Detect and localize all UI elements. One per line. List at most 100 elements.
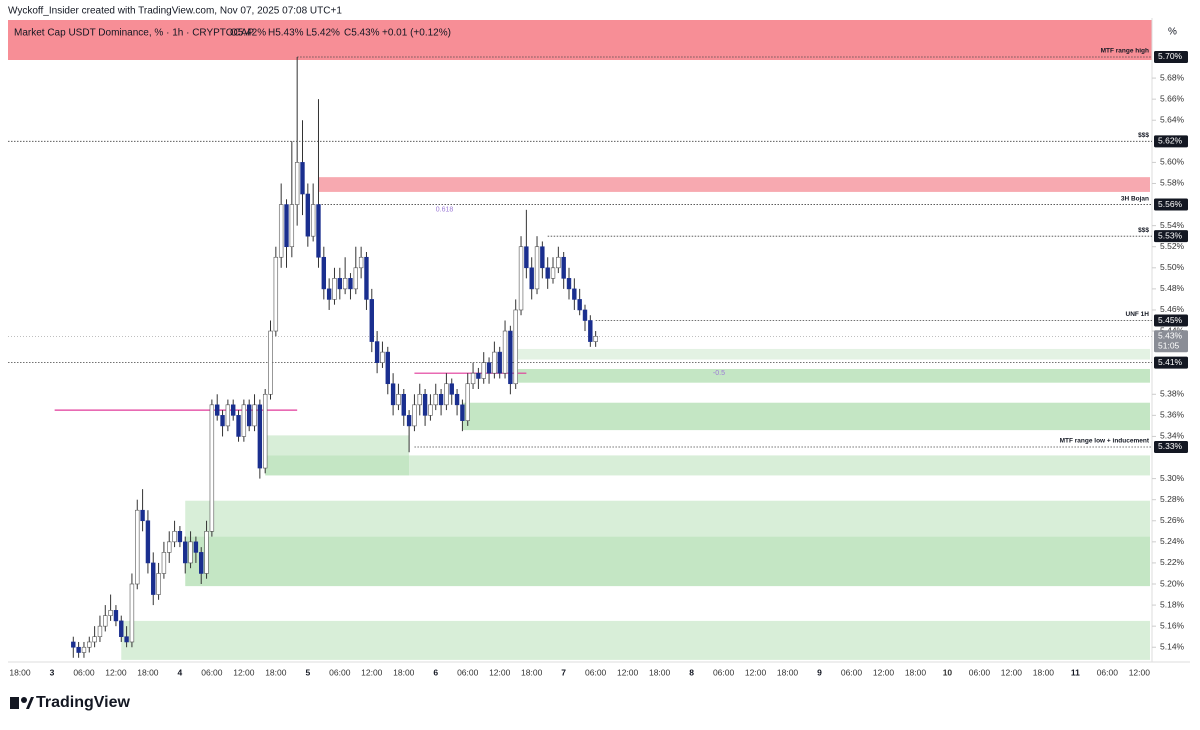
candle-body — [262, 393, 268, 469]
y-tick-label: 5.28% — [1160, 494, 1185, 504]
candle-body — [353, 267, 358, 290]
y-tick-label: 5.54% — [1160, 220, 1185, 230]
zone — [185, 500, 1151, 537]
y-tick-label: 5.30% — [1160, 473, 1185, 483]
candle-body — [252, 404, 257, 427]
x-tick-label: 06:00 — [969, 667, 991, 677]
candle-body — [529, 267, 534, 290]
candle-body — [486, 362, 492, 374]
candle-body — [470, 372, 476, 385]
plot — [8, 56, 1152, 660]
candle-body — [556, 256, 561, 269]
y-tick-label: 5.18% — [1160, 599, 1185, 609]
level-text: 3H Bojan — [1121, 195, 1149, 202]
countdown: 51:05 — [1158, 341, 1180, 351]
x-tick-label: 18:00 — [649, 667, 671, 677]
candle-body — [401, 393, 406, 416]
candle-body — [358, 256, 364, 269]
level-text: UNF 1H — [1126, 311, 1150, 318]
candle-body — [129, 583, 135, 643]
x-tick-label: 9 — [817, 667, 822, 677]
level-text: MTF range low + inducement — [1060, 438, 1150, 445]
candle-body — [380, 351, 385, 363]
price-badge — [1154, 440, 1188, 453]
y-tick-label: 5.44% — [1160, 325, 1185, 335]
candle-body — [87, 641, 92, 648]
x-tick-label: 6 — [433, 667, 438, 677]
x-tick-label: 18:00 — [393, 667, 415, 677]
candle-body — [246, 404, 252, 427]
candle-body — [199, 552, 204, 574]
price-badge-label: 5.62% — [1158, 136, 1183, 146]
candle-body — [257, 404, 263, 469]
candle-body — [204, 531, 209, 574]
candle-body — [326, 288, 332, 300]
candle-body — [124, 636, 129, 643]
x-tick-label: 18:00 — [265, 667, 287, 677]
candle-body — [561, 256, 566, 279]
price-badge — [1154, 356, 1188, 369]
candle-body — [540, 246, 545, 269]
x-tick-label: 3 — [50, 667, 55, 677]
x-tick-label: 06:00 — [713, 667, 735, 677]
candle-body — [145, 520, 151, 564]
candle-body — [412, 404, 417, 427]
candle-body — [113, 610, 119, 622]
candle-body — [502, 330, 508, 374]
candle-body — [342, 278, 348, 290]
candle-body — [225, 404, 231, 427]
x-tick-label: 12:00 — [489, 667, 511, 677]
x-tick-label: 18:00 — [777, 667, 799, 677]
ohlc-value: L5.42% — [306, 28, 340, 39]
candle-body — [209, 404, 215, 532]
candle-body — [428, 404, 433, 416]
candle-body — [278, 204, 284, 258]
price-badge-label: 5.41% — [1158, 357, 1183, 367]
candle-body — [294, 162, 300, 205]
price-badge-label: 5.56% — [1158, 199, 1183, 209]
candle-body — [454, 393, 460, 406]
y-tick-label: 5.34% — [1160, 431, 1185, 441]
level-text: MTF range high — [1101, 48, 1149, 55]
ohlc-value: O5.42% — [230, 28, 266, 39]
y-tick-label: 5.24% — [1160, 536, 1185, 546]
zone — [409, 455, 1150, 476]
y-tick-label: 5.46% — [1160, 304, 1185, 314]
candle-body — [364, 256, 369, 300]
candle-body — [167, 541, 172, 553]
candle-body — [481, 362, 486, 379]
x-tick-label: 06:00 — [457, 667, 479, 677]
x-tick-label: 18:00 — [521, 667, 543, 677]
candle-body — [417, 393, 422, 406]
annotation: 0.618 — [436, 207, 454, 214]
candle-body — [188, 541, 193, 564]
ohlc-value: C5.43% — [344, 28, 380, 39]
zone — [121, 620, 1150, 660]
price-badge — [1154, 50, 1188, 63]
candle-body — [135, 509, 140, 585]
candle-body — [385, 351, 390, 385]
candle-body — [241, 404, 247, 437]
candle-body — [577, 299, 582, 311]
candle-body — [572, 288, 577, 300]
candle-body — [273, 256, 279, 332]
x-tick-label: 12:00 — [617, 667, 639, 677]
candle-body — [449, 383, 454, 395]
y-tick-label: 5.68% — [1160, 72, 1185, 82]
price-badge — [1154, 230, 1188, 243]
price-badge-label: 5.45% — [1158, 315, 1183, 325]
candle-body — [593, 336, 598, 342]
candle-body — [316, 204, 321, 258]
x-tick-label: 10 — [943, 667, 953, 677]
last-badge-label: 5.43% — [1158, 331, 1183, 341]
y-tick-label: 5.36% — [1160, 410, 1185, 420]
chart-title: Market Cap USDT Dominance, % · 1h · CRYP… — [14, 28, 254, 39]
candle-body — [476, 372, 481, 379]
x-tick-label: 06:00 — [841, 667, 863, 677]
y-tick-label: 5.66% — [1160, 93, 1185, 103]
candle-body — [151, 562, 156, 595]
y-tick-label: 5.64% — [1160, 114, 1185, 124]
axis-unit: % — [1168, 27, 1177, 38]
candle-body — [156, 573, 161, 595]
zone — [515, 348, 1150, 360]
